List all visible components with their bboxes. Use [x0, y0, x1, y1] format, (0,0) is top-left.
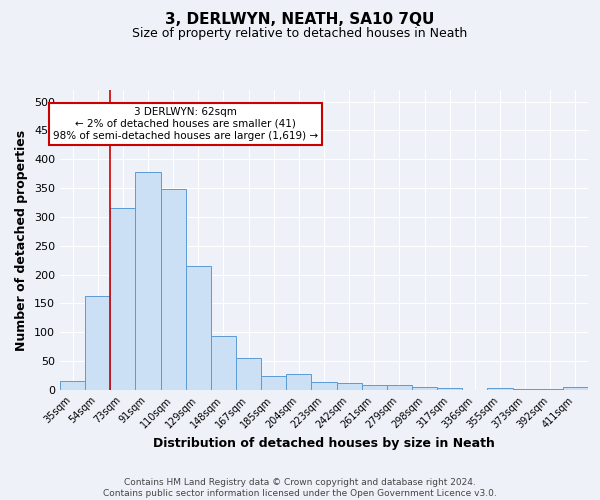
Text: Contains HM Land Registry data © Crown copyright and database right 2024.
Contai: Contains HM Land Registry data © Crown c…	[103, 478, 497, 498]
Bar	[512, 389, 538, 390]
Bar	[136, 172, 161, 390]
Bar	[161, 189, 186, 390]
Bar	[311, 382, 337, 390]
X-axis label: Distribution of detached houses by size in Neath: Distribution of detached houses by size …	[153, 436, 495, 450]
Y-axis label: Number of detached properties: Number of detached properties	[16, 130, 28, 350]
Bar	[110, 208, 136, 390]
Text: Size of property relative to detached houses in Neath: Size of property relative to detached ho…	[133, 28, 467, 40]
Bar	[563, 387, 588, 390]
Bar	[60, 382, 85, 390]
Text: 3 DERLWYN: 62sqm
← 2% of detached houses are smaller (41)
98% of semi-detached h: 3 DERLWYN: 62sqm ← 2% of detached houses…	[53, 108, 318, 140]
Bar	[85, 296, 110, 390]
Bar	[487, 388, 512, 390]
Bar	[236, 358, 261, 390]
Text: 3, DERLWYN, NEATH, SA10 7QU: 3, DERLWYN, NEATH, SA10 7QU	[166, 12, 434, 28]
Bar	[362, 385, 387, 390]
Bar	[387, 385, 412, 390]
Bar	[337, 382, 362, 390]
Bar	[286, 374, 311, 390]
Bar	[261, 376, 286, 390]
Bar	[186, 266, 211, 390]
Bar	[437, 388, 462, 390]
Bar	[538, 389, 563, 390]
Bar	[211, 336, 236, 390]
Bar	[412, 387, 437, 390]
